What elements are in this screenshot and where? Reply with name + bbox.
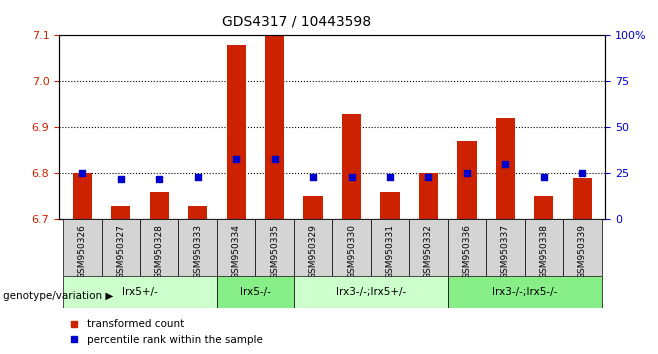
Point [192, 174, 203, 180]
Text: lrx3-/-;lrx5-/-: lrx3-/-;lrx5-/- [492, 287, 557, 297]
FancyBboxPatch shape [217, 276, 294, 308]
FancyBboxPatch shape [294, 276, 447, 308]
Text: GSM950328: GSM950328 [155, 224, 164, 279]
Text: lrx3-/-;lrx5+/-: lrx3-/-;lrx5+/- [336, 287, 406, 297]
Text: GSM950336: GSM950336 [463, 224, 471, 279]
Text: GSM950327: GSM950327 [116, 224, 125, 279]
FancyBboxPatch shape [524, 219, 563, 276]
Text: GDS4317 / 10443598: GDS4317 / 10443598 [222, 14, 370, 28]
Point [346, 174, 357, 180]
Point [577, 171, 588, 176]
Text: GSM950329: GSM950329 [309, 224, 318, 279]
Bar [111, 206, 130, 219]
Bar [380, 192, 399, 219]
Point [500, 161, 511, 167]
Point [77, 171, 88, 176]
Text: GSM950331: GSM950331 [386, 224, 395, 279]
Text: GSM950330: GSM950330 [347, 224, 356, 279]
Bar [419, 173, 438, 219]
Bar [303, 196, 322, 219]
FancyBboxPatch shape [178, 219, 217, 276]
FancyBboxPatch shape [332, 219, 370, 276]
Point [154, 176, 164, 182]
Bar [534, 196, 553, 219]
FancyBboxPatch shape [217, 219, 255, 276]
Text: GSM950334: GSM950334 [232, 224, 241, 279]
Bar [572, 178, 592, 219]
Bar [495, 118, 515, 219]
Point [269, 156, 280, 161]
FancyBboxPatch shape [486, 219, 524, 276]
FancyBboxPatch shape [447, 276, 601, 308]
Text: GSM950337: GSM950337 [501, 224, 510, 279]
FancyBboxPatch shape [563, 219, 601, 276]
FancyBboxPatch shape [63, 276, 217, 308]
Text: lrx5+/-: lrx5+/- [122, 287, 158, 297]
Text: GSM950332: GSM950332 [424, 224, 433, 279]
Point [116, 176, 126, 182]
Bar [149, 192, 169, 219]
Point [385, 174, 395, 180]
Point [423, 174, 434, 180]
Point [462, 171, 472, 176]
FancyBboxPatch shape [409, 219, 447, 276]
Point [231, 156, 241, 161]
Text: lrx5-/-: lrx5-/- [240, 287, 271, 297]
Text: GSM950333: GSM950333 [193, 224, 202, 279]
Point [308, 174, 318, 180]
Bar [226, 45, 245, 219]
Legend: transformed count, percentile rank within the sample: transformed count, percentile rank withi… [64, 315, 267, 349]
FancyBboxPatch shape [294, 219, 332, 276]
Text: GSM950339: GSM950339 [578, 224, 587, 279]
Text: genotype/variation ▶: genotype/variation ▶ [3, 291, 114, 301]
Bar [188, 206, 207, 219]
Text: GSM950335: GSM950335 [270, 224, 279, 279]
FancyBboxPatch shape [101, 219, 140, 276]
Point [538, 174, 549, 180]
FancyBboxPatch shape [140, 219, 178, 276]
Bar [342, 114, 361, 219]
Bar [457, 141, 476, 219]
FancyBboxPatch shape [255, 219, 294, 276]
Text: GSM950326: GSM950326 [78, 224, 87, 279]
FancyBboxPatch shape [370, 219, 409, 276]
Bar [265, 35, 284, 219]
Bar [72, 173, 92, 219]
FancyBboxPatch shape [63, 219, 101, 276]
FancyBboxPatch shape [447, 219, 486, 276]
Text: GSM950338: GSM950338 [540, 224, 548, 279]
